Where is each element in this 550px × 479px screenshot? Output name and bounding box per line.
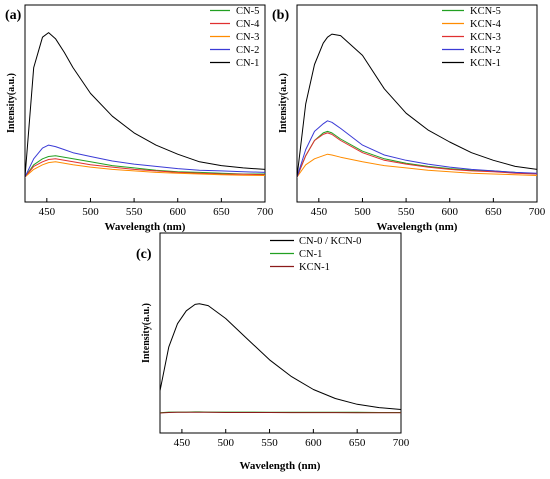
legend-label-a-4: CN-1: [236, 58, 259, 69]
x-ticks-a: 450 500 550 600 650 700: [39, 198, 274, 218]
x-tick-label-650: 650: [213, 206, 230, 218]
y-axis-label-b: Intensity(a.u.): [278, 73, 289, 133]
series-line-a-cn-4: [24, 158, 266, 178]
x-tick-label-550: 550: [126, 206, 143, 218]
x-axis-label-a: Wavelength (nm): [105, 221, 186, 233]
legend-label-a-0: CN-5: [236, 6, 259, 17]
legend-label-c-0: CN-0 / KCN-0: [299, 236, 361, 247]
panel-label-a: (a): [5, 8, 22, 23]
x-tick-label-700: 700: [529, 206, 546, 218]
plot-frame-a: [24, 4, 266, 203]
x-tick-label-500: 500: [82, 206, 99, 218]
series-line-a-cn-3: [24, 161, 266, 178]
x-tick-label-600: 600: [305, 437, 322, 449]
plot-frame-b: [296, 4, 538, 203]
panel-label-c: (c): [136, 247, 152, 262]
x-tick-label-500: 500: [217, 437, 234, 449]
x-tick-label-550: 550: [398, 206, 415, 218]
panel-a: (a) 450 500 550 600 650 700 CN-5CN-4CN-3CN-2C…: [5, 4, 274, 233]
panel-c: (c) 450 500 550 600 650 700 CN-0 / KCN-0 CN-1 K…: [136, 232, 410, 472]
x-axis-label-b: Wavelength (nm): [377, 221, 458, 233]
x-tick-label-650: 650: [349, 437, 366, 449]
legend-label-b-4: KCN-1: [470, 58, 501, 69]
x-tick-label-550: 550: [261, 437, 278, 449]
x-tick-label-600: 600: [441, 206, 458, 218]
series-line-b-kcn-3: [296, 132, 538, 178]
legend-label-a-2: CN-3: [236, 32, 259, 43]
series-line-a-cn-5: [24, 155, 265, 178]
legend-label-b-0: KCN-5: [470, 6, 501, 17]
legend-label-b-2: KCN-3: [470, 32, 501, 43]
y-axis-label-a: Intensity(a.u.): [6, 73, 17, 133]
legend-c: CN-0 / KCN-0 CN-1 KCN-1: [270, 236, 361, 273]
legend-label-b-1: KCN-4: [470, 19, 502, 30]
series-line-a-cn-2: [24, 144, 266, 178]
plot-frame-c: [159, 232, 402, 434]
x-axis-label-c: Wavelength (nm): [240, 460, 321, 472]
legend-label-b-3: KCN-2: [470, 45, 501, 56]
series-line-a-cn-1: [24, 32, 266, 178]
x-tick-label-650: 650: [485, 206, 502, 218]
series-line-c-cn-0-kcn-0: [159, 303, 402, 410]
legend-a: CN-5 CN-4 CN-3 CN-2 CN-1: [210, 6, 260, 69]
x-ticks-b: 450 500 550 600 650 700: [311, 198, 546, 218]
series-line-c-kcn-1: [159, 411, 401, 414]
legend-label-a-1: CN-4: [236, 19, 260, 30]
panel-b: (b) 450 500 550 600 650 700 KCN-5KCN-4KCN-3KC…: [272, 4, 546, 233]
series-line-b-kcn-5: [296, 130, 538, 178]
x-tick-label-600: 600: [169, 206, 186, 218]
x-tick-label-450: 450: [174, 437, 191, 449]
series-line-b-kcn-4: [296, 153, 538, 178]
legend-label-c-1: CN-1: [299, 249, 322, 260]
series-line-b-kcn-2: [296, 120, 538, 178]
x-tick-label-500: 500: [354, 206, 371, 218]
legend-b: KCN-5 KCN-4 KCN-3 KCN-2 KCN-1: [442, 6, 502, 69]
y-axis-label-c: Intensity(a.u.): [141, 303, 152, 363]
x-tick-label-450: 450: [311, 206, 328, 218]
x-tick-label-700: 700: [393, 437, 410, 449]
x-tick-label-700: 700: [257, 206, 274, 218]
legend-label-c-2: KCN-1: [299, 262, 330, 273]
series-line-b-kcn-1: [296, 33, 538, 178]
x-tick-label-450: 450: [39, 206, 56, 218]
series-layer-c: [159, 303, 402, 414]
series-layer-b: [296, 33, 538, 178]
x-ticks-c: 450 500 550 600 650 700: [174, 429, 410, 449]
panel-label-b: (b): [272, 8, 289, 23]
legend-label-a-3: CN-2: [236, 45, 259, 56]
series-layer-a: [24, 32, 266, 178]
